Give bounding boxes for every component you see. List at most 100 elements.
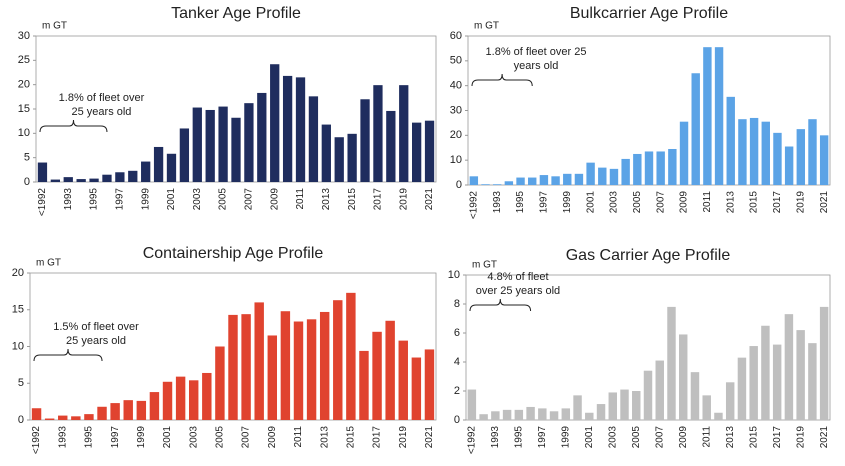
bar [136,400,147,420]
bar [679,121,689,185]
chart-title: Tanker Age Profile [171,5,301,22]
bar [586,162,595,185]
brace [471,73,533,87]
bar [31,408,42,420]
bar [702,395,711,420]
x-tick-label: 2017 [772,426,783,449]
y-tick-label: 20 [12,267,24,279]
bar [772,344,782,420]
x-tick-label: 1995 [84,426,95,449]
bar [469,176,479,185]
y-tick-label: 40 [450,80,462,92]
bar [538,408,547,420]
x-tick-label: 2013 [725,426,736,449]
bar [621,158,630,185]
x-tick-label: 2005 [215,426,226,449]
x-tick-label: 1997 [115,188,126,211]
y-tick-label: 15 [18,103,30,115]
x-tick-label: 1997 [539,191,550,214]
x-tick-label: 2011 [702,191,713,213]
bar [149,392,160,420]
x-tick-label: 1999 [136,426,147,449]
y-tick-label: 2 [454,385,460,397]
bar [491,411,500,420]
x-tick-label: 2017 [772,191,783,214]
bar [319,311,330,420]
bar [632,391,641,420]
y-tick-label: 10 [448,269,460,281]
annotation: 25 years old [72,106,132,118]
bar [514,409,524,420]
bar [703,47,712,185]
bar [808,343,817,420]
x-tick-label: 2011 [701,426,712,448]
bar [360,99,370,182]
bar [598,167,607,185]
bar [737,357,747,420]
x-tick-label: 2003 [609,191,620,214]
y-tick-label: 25 [18,54,30,66]
x-tick-label: 2011 [293,426,304,448]
bar [63,177,73,182]
bar [667,306,676,420]
x-tick-label: 2001 [166,188,177,211]
x-tick-label: <1992 [31,426,42,455]
bar [306,319,317,420]
x-tick-label: 2003 [188,426,199,449]
bar [385,320,395,420]
bar [231,117,241,182]
chart-title: Containership Age Profile [143,245,324,262]
bar [796,129,806,185]
y-tick-label: 60 [450,30,462,42]
bar [643,370,653,420]
annotation: over 25 years old [476,285,560,297]
brace [33,348,103,362]
x-tick-label: 1999 [562,191,573,214]
bar [551,176,560,185]
bar [411,357,422,420]
x-tick-label: 2005 [632,191,643,214]
annotation: 1.5% of fleet over [53,321,139,333]
bar [50,179,60,182]
x-tick-label: 1993 [492,191,503,214]
x-tick-label: 1995 [513,426,524,449]
chart-title: Gas Carrier Age Profile [566,247,731,264]
x-tick-label: 2019 [398,426,409,449]
x-tick-label: 1993 [490,426,501,449]
bar [819,135,829,185]
bar [620,389,629,420]
bar [188,380,199,420]
x-tick-label: 2015 [347,188,358,211]
bar [516,177,525,185]
y-tick-label: 10 [12,340,24,352]
bar [691,73,700,185]
bar [89,178,99,182]
bar [372,331,382,420]
bar [784,314,794,420]
bar [97,406,107,420]
x-tick-label: 2005 [631,426,642,449]
x-tick-label: 2021 [424,188,435,211]
bar [609,168,619,185]
bar [241,314,251,420]
bar [84,414,94,420]
y-tick-label: 10 [18,127,30,139]
bar [574,173,584,185]
bar [110,403,120,420]
x-tick-label: 2021 [819,191,830,214]
x-tick-label: 2009 [269,188,280,211]
x-tick-label: 2001 [585,191,596,214]
x-tick-label: 2011 [295,188,306,210]
bar [502,409,512,420]
x-tick-label: 2007 [655,191,666,214]
x-tick-label: 2019 [398,188,409,211]
x-tick-label: 2021 [819,426,830,449]
bar [333,300,343,420]
x-tick-label: 2019 [795,191,806,214]
bar [71,416,81,420]
y-tick-label: 20 [18,79,30,91]
y-tick-label: 20 [450,129,462,141]
x-tick-label: 2019 [795,426,806,449]
bar [690,372,700,420]
